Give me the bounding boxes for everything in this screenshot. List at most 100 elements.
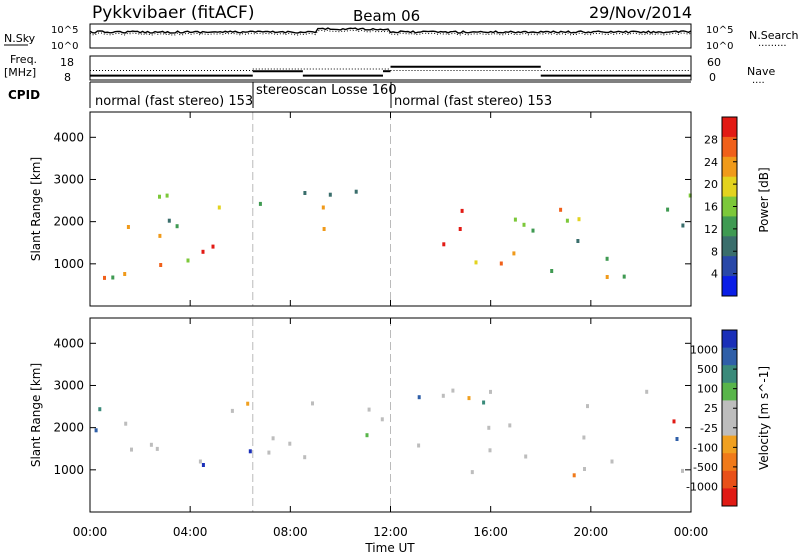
xtick-label-5: 20:00	[574, 525, 609, 539]
freq-label-top: Freq.	[10, 53, 37, 66]
freq-left-tick-bottom: 8	[64, 71, 71, 84]
velocity-cell-14	[267, 450, 271, 455]
freq-right-tick-top: 60	[707, 56, 721, 69]
power-colorbar: 4 8 12 16 20 24 28	[704, 116, 738, 297]
power-cell-26	[622, 274, 626, 279]
power-cell-31	[605, 275, 609, 279]
velocity-cell-37	[583, 467, 586, 471]
cpid-segment-3: normal (fast stereo) 153	[394, 94, 552, 109]
velocity-colorbar-swatch-2	[722, 365, 737, 384]
power-cell-27	[577, 217, 581, 222]
nave-step-trace	[90, 68, 691, 71]
velocity-colorbar-swatch-3	[722, 382, 737, 401]
power-cell-29	[576, 239, 580, 243]
xtick-label-2: 08:00	[273, 525, 308, 539]
velocity-ytick-label-2: 3000	[53, 378, 84, 392]
velocity-y-axis-label: Slant Range [km]	[29, 363, 43, 467]
velocity-ytick-label-3: 4000	[53, 336, 84, 350]
power-colorbar-label-2: 12	[704, 223, 718, 236]
cpid-segment-2: stereoscan Losse 160	[256, 83, 397, 98]
power-data-layer	[103, 112, 692, 306]
power-cell-20	[442, 242, 446, 247]
noise-right-tick-bottom: 10^0	[706, 41, 733, 52]
power-cell-1	[165, 193, 169, 198]
velocity-cell-5	[155, 446, 159, 451]
velocity-cell-6	[149, 442, 153, 447]
velocity-cell-20	[488, 448, 492, 453]
power-cell-7	[123, 272, 127, 276]
cpid-label: CPID	[8, 88, 40, 102]
velocity-colorbar-label-6: -500	[693, 461, 718, 474]
velocity-cell-10	[248, 449, 252, 454]
power-cell-34	[513, 217, 517, 222]
noise-left-tick-top: 10^5	[51, 25, 78, 36]
xtick-label-3: 12:00	[373, 525, 408, 539]
power-colorbar-swatch-1	[722, 136, 737, 158]
velocity-colorbar-swatch-9	[722, 488, 737, 507]
velocity-cell-23	[645, 389, 649, 394]
power-cell-35	[550, 269, 554, 273]
velocity-cell-21	[417, 395, 421, 400]
power-cell-17	[303, 191, 307, 195]
velocity-cell-39	[610, 459, 614, 464]
velocity-cell-15	[380, 417, 384, 422]
velocity-cell-29	[681, 468, 684, 473]
power-cell-25	[512, 251, 516, 256]
power-cell-23	[474, 260, 478, 265]
velocity-colorbar-swatch-8	[722, 470, 737, 489]
power-cell-21	[460, 208, 464, 213]
velocity-cell-25	[675, 437, 679, 441]
velocity-colorbar-label: Velocity [m s^-1]	[757, 366, 771, 470]
time-axis-label: Time UT	[364, 541, 415, 554]
power-cell-14	[258, 201, 262, 206]
velocity-colorbar-label-1: 500	[697, 363, 718, 376]
velocity-y-axis: 1000 2000 3000 4000	[53, 336, 691, 477]
power-colorbar-swatch-3	[722, 176, 737, 198]
velocity-cell-36	[417, 443, 421, 448]
power-colorbar-swatch-7	[722, 256, 737, 277]
nave-label: Nave	[747, 65, 775, 78]
velocity-colorbar: 1000 500 100 25 -25 -100 -500 -1000	[686, 329, 738, 507]
xtick-label-0: 00:00	[73, 525, 108, 539]
noise-right-tick-top: 10^5	[706, 25, 733, 36]
power-colorbar-swatch-5	[722, 216, 737, 237]
noise-search-legend: .........	[758, 38, 787, 49]
station-title: Pykkvibaer (fitACF)	[92, 3, 254, 23]
power-ytick-label-1: 2000	[53, 215, 84, 229]
power-cell-2	[158, 194, 161, 199]
velocity-cell-16	[288, 441, 292, 446]
power-cell-24	[458, 227, 462, 231]
velocity-cell-19	[508, 423, 512, 428]
power-y-axis-label: Slant Range [km]	[29, 157, 43, 261]
velocity-colorbar-swatch-5	[722, 418, 737, 437]
xtick-label-4: 16:00	[473, 525, 508, 539]
velocity-cell-18	[311, 401, 314, 406]
velocity-colorbar-frame	[721, 329, 738, 507]
cpid-row: CPID normal (fast stereo) 153 stereoscan…	[8, 81, 691, 109]
power-cell-28	[565, 218, 569, 223]
power-ytick-label-0: 1000	[53, 257, 84, 271]
power-cell-38	[531, 228, 535, 233]
power-panel: 1000 2000 3000 4000 Slant Range [km] 4 8 12 16…	[29, 111, 771, 307]
power-colorbar-label: Power [dB]	[757, 167, 771, 232]
freq-right-tick-bottom: 0	[709, 71, 716, 84]
power-colorbar-label-1: 8	[711, 245, 718, 258]
xtick-label-1: 04:00	[173, 525, 208, 539]
date-title: 29/Nov/2014	[589, 3, 692, 22]
power-cell-0	[158, 233, 162, 238]
time-axis: 00:00 04:00 08:00 12:00 16:00 20:00 00:00	[73, 112, 708, 539]
velocity-colorbar-label-text: Velocity [m s^-1]	[757, 366, 771, 470]
power-colorbar-label-0: 4	[711, 268, 718, 281]
power-cell-8	[217, 205, 221, 210]
freq-step-trace	[90, 65, 691, 77]
freq-left-tick-top: 18	[60, 56, 74, 69]
power-colorbar-swatch-2	[722, 156, 737, 178]
noise-panel: N.Sky 10^5 10^0 10^5 10^0 N.Search .....…	[4, 23, 799, 52]
power-cell-13	[211, 244, 215, 249]
velocity-cell-35	[672, 419, 676, 424]
power-cell-3	[126, 225, 130, 229]
power-y-axis: 1000 2000 3000 4000	[53, 130, 691, 271]
power-cell-12	[159, 263, 163, 267]
velocity-panel: 1000 2000 3000 4000 Slant Range [km] 1000 50…	[29, 317, 771, 513]
